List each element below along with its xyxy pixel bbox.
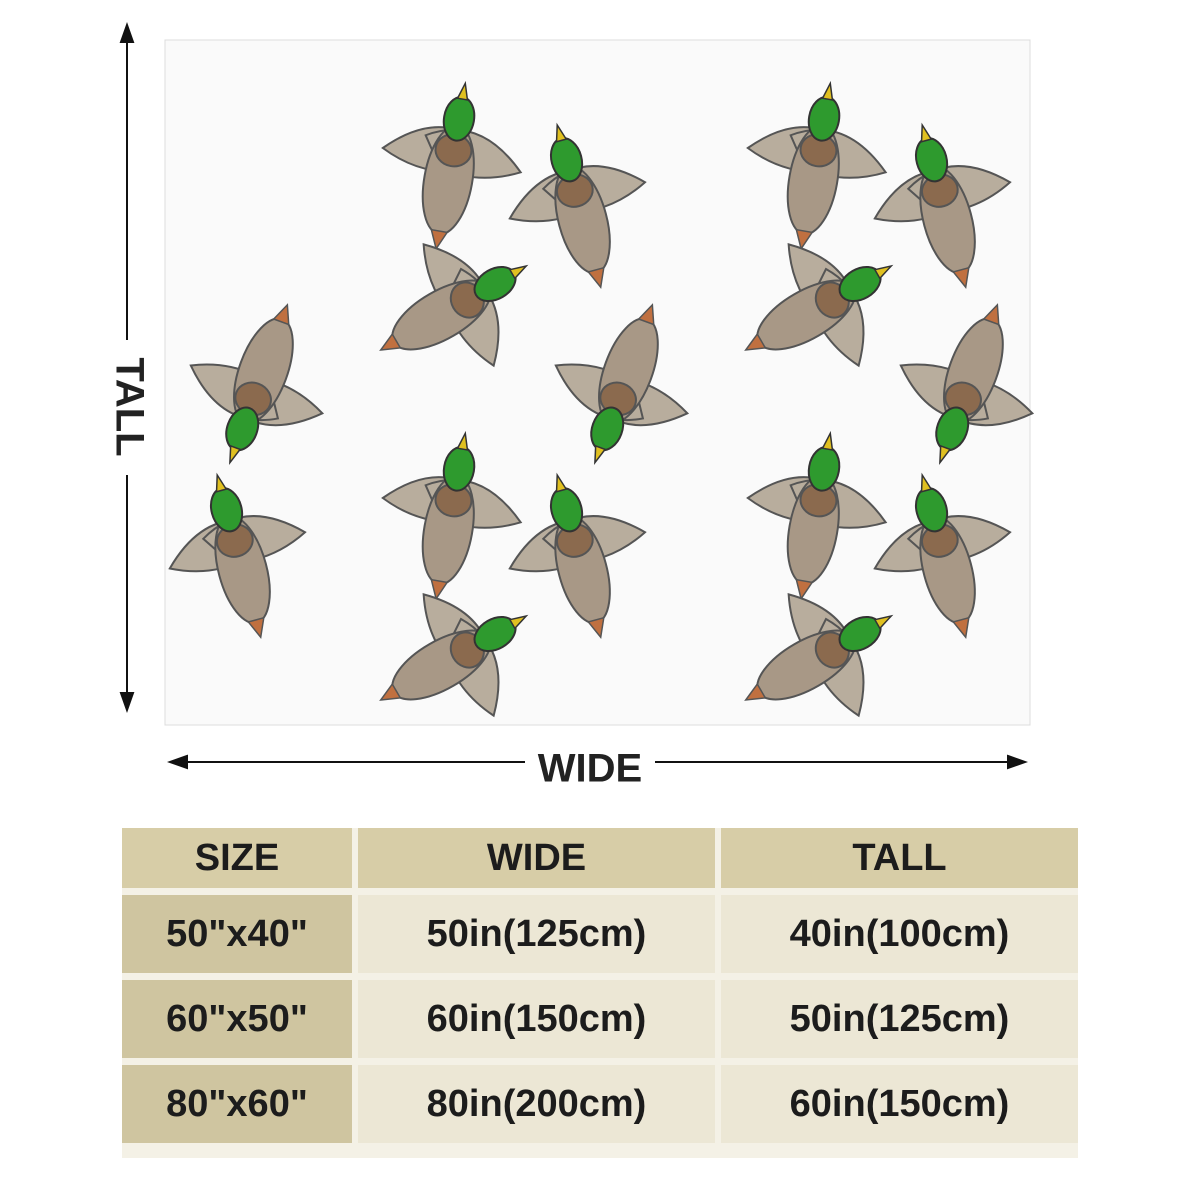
data-cell: 80in(200cm) <box>358 1065 715 1143</box>
size-cell: 80"x60" <box>122 1065 352 1143</box>
blanket-illustration: TALL WIDE <box>107 21 1065 791</box>
header-cell: SIZE <box>122 828 352 888</box>
data-cell: 40in(100cm) <box>721 895 1078 973</box>
tall-label: TALL <box>107 357 151 456</box>
size-cell: 60"x50" <box>122 980 352 1058</box>
data-cell: 50in(125cm) <box>358 895 715 973</box>
data-cell: 60in(150cm) <box>358 980 715 1058</box>
data-cell: 50in(125cm) <box>721 980 1078 1058</box>
dimension-arrows <box>119 21 1029 770</box>
header-cell: TALL <box>721 828 1078 888</box>
size-table: SIZE WIDE TALL 50"x40" 50in(125cm) 40in(100cm… <box>122 828 1078 1158</box>
size-cell: 50"x40" <box>122 895 352 973</box>
wide-label: WIDE <box>538 747 642 791</box>
header-cell: WIDE <box>358 828 715 888</box>
data-cell: 60in(150cm) <box>721 1065 1078 1143</box>
